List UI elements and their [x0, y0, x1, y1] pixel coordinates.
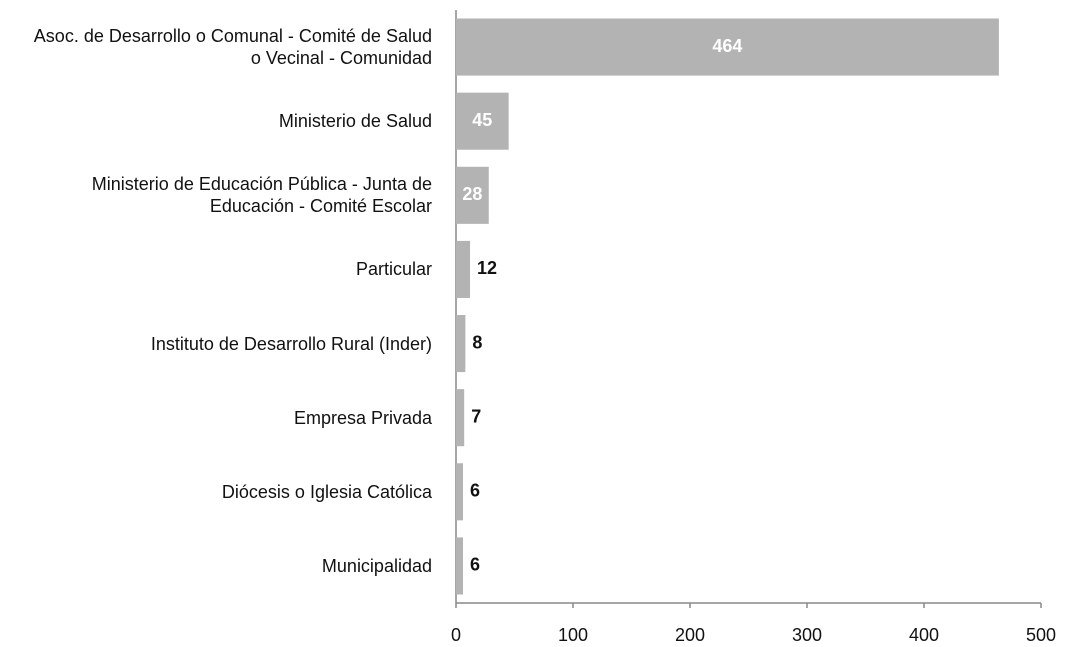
data-label: 28: [462, 184, 482, 204]
data-label: 6: [470, 481, 480, 501]
category-label: Municipalidad: [321, 555, 432, 576]
bar: [456, 389, 465, 447]
category-label: Diócesis o Iglesia Católica: [221, 481, 432, 502]
category-label: Particular: [355, 259, 432, 280]
data-label: 45: [472, 110, 492, 130]
category-label: Empresa Privada: [293, 407, 432, 428]
x-tick-label: 100: [558, 625, 588, 645]
data-label: 464: [712, 36, 742, 56]
category-label: Asoc. de Desarrollo o Comunal - Comité d…: [33, 26, 432, 69]
bar: [456, 18, 999, 76]
x-tick-label: 200: [675, 625, 705, 645]
data-label: 12: [477, 258, 497, 278]
bar: [456, 240, 471, 298]
data-label: 6: [470, 555, 480, 575]
category-label: Ministerio de Educación Pública - Junta …: [91, 174, 432, 217]
bar: [456, 537, 464, 595]
x-tick-label: 300: [792, 625, 822, 645]
data-label: 8: [472, 332, 482, 352]
category-label: Ministerio de Salud: [278, 111, 432, 132]
bar: [456, 315, 466, 373]
data-label: 7: [471, 406, 481, 426]
bar: [456, 463, 464, 521]
x-tick-label: 0: [451, 625, 461, 645]
x-tick-label: 400: [909, 625, 939, 645]
category-label: Instituto de Desarrollo Rural (Inder): [150, 333, 432, 354]
bar: [456, 166, 489, 224]
x-tick-label: 500: [1026, 625, 1056, 645]
bar: [456, 92, 509, 150]
